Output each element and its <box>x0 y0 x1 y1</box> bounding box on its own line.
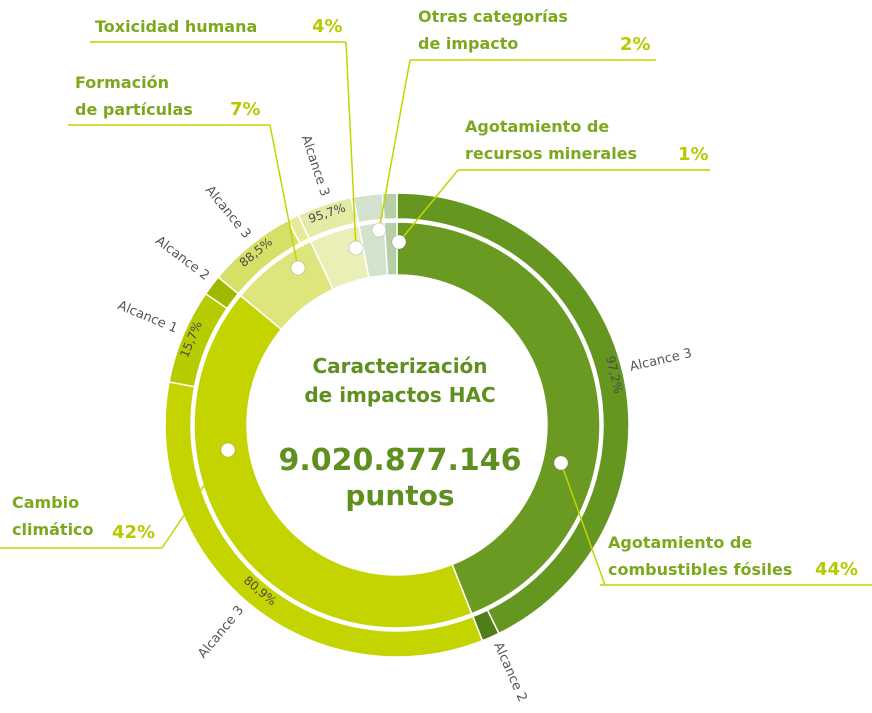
callout-dot <box>348 240 364 256</box>
scope-label: Alcance 3 <box>195 603 247 661</box>
callout-dot <box>371 222 387 238</box>
callout-dot <box>553 455 569 471</box>
scope-label: Alcance 1 <box>115 298 179 336</box>
scope-label: Alcance 3 <box>628 346 693 375</box>
leader-line <box>378 59 411 231</box>
category-value-label: 4% <box>312 16 343 37</box>
leader-line <box>345 41 357 249</box>
category-label: de impacto <box>418 34 518 53</box>
center-unit: puntos <box>345 479 454 512</box>
category-label: climático <box>12 520 94 539</box>
category-value-label: 44% <box>815 559 858 580</box>
center-total: 9.020.877.146 <box>279 443 522 478</box>
scope-label: Alcance 3 <box>202 183 254 242</box>
scope-label: Alcance 2 <box>490 640 529 704</box>
category-label: Agotamiento de <box>465 117 609 136</box>
category-outer-arc <box>381 192 398 221</box>
scope-label: Alcance 3 <box>298 133 332 198</box>
leader-line <box>269 124 299 269</box>
category-label: Agotamiento de <box>608 533 752 552</box>
category-value-label: 7% <box>230 99 261 120</box>
donut <box>164 192 630 658</box>
category-arc <box>396 221 601 615</box>
category-outer-arc <box>352 192 385 224</box>
category-arc <box>383 221 398 277</box>
callout-dot <box>391 234 407 250</box>
category-label: Formación <box>75 73 169 92</box>
category-label: Cambio <box>12 493 79 512</box>
center-title: Caracterización <box>312 354 487 378</box>
leader-line <box>398 169 459 243</box>
leader-line <box>161 449 229 549</box>
category-value-label: 1% <box>678 144 709 165</box>
leader-line <box>560 462 606 586</box>
category-label: de partículas <box>75 100 193 119</box>
category-value-label: 42% <box>112 522 155 543</box>
category-value-label: 2% <box>620 34 651 55</box>
category-label: Toxicidad humana <box>95 17 257 36</box>
category-label: Otras categorías <box>418 7 568 26</box>
category-label: combustibles fósiles <box>608 560 792 579</box>
callout-dot <box>290 260 306 276</box>
center-title: de impactos HAC <box>304 383 495 407</box>
scope-label: Alcance 2 <box>152 233 212 283</box>
category-label: recursos minerales <box>465 144 637 163</box>
callout-dot <box>220 442 236 458</box>
category-arc <box>193 294 473 629</box>
